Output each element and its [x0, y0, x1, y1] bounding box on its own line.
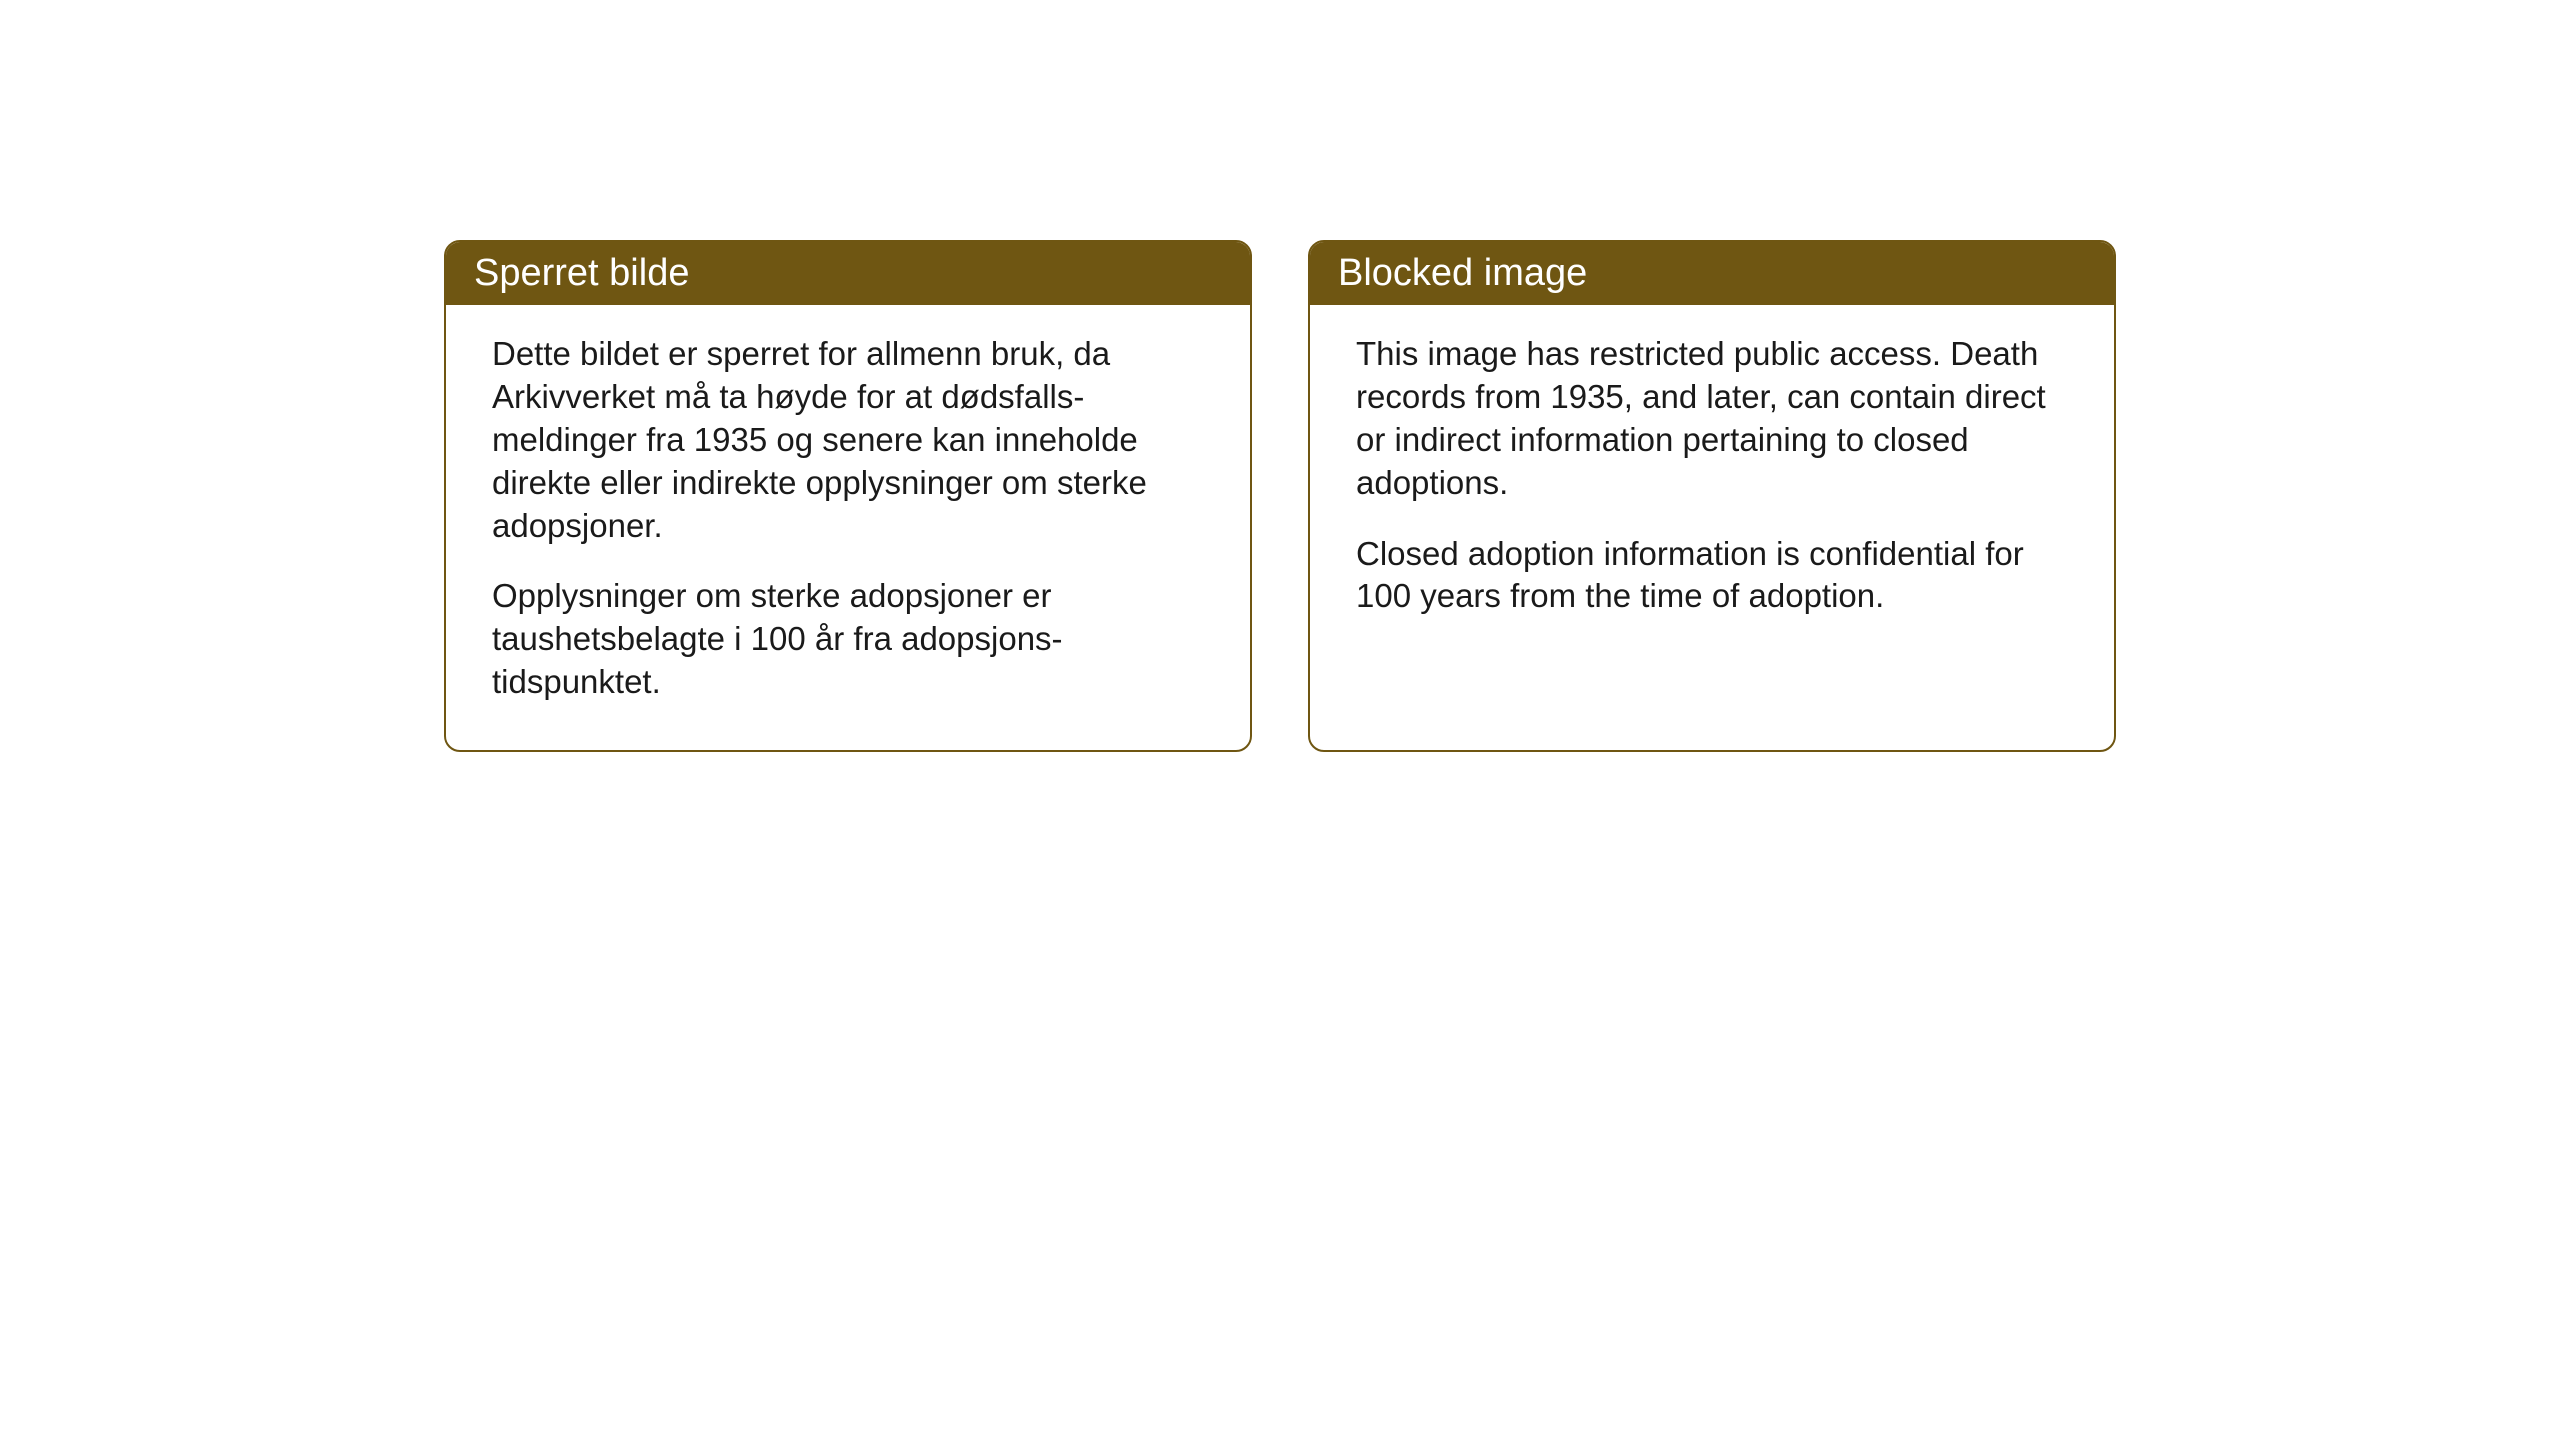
card-title-english: Blocked image: [1338, 252, 1587, 294]
card-body-english: This image has restricted public access.…: [1310, 305, 2114, 664]
paragraph-2-norwegian: Opplysninger om sterke adopsjoner er tau…: [492, 575, 1204, 704]
paragraph-2-english: Closed adoption information is confident…: [1356, 533, 2068, 619]
card-english: Blocked image This image has restricted …: [1308, 240, 2116, 752]
paragraph-1-norwegian: Dette bildet er sperret for allmenn bruk…: [492, 333, 1204, 547]
card-header-norwegian: Sperret bilde: [446, 242, 1250, 305]
paragraph-1-english: This image has restricted public access.…: [1356, 333, 2068, 505]
card-title-norwegian: Sperret bilde: [474, 252, 689, 294]
card-header-english: Blocked image: [1310, 242, 2114, 305]
cards-container: Sperret bilde Dette bildet er sperret fo…: [444, 240, 2116, 752]
card-body-norwegian: Dette bildet er sperret for allmenn bruk…: [446, 305, 1250, 750]
card-norwegian: Sperret bilde Dette bildet er sperret fo…: [444, 240, 1252, 752]
